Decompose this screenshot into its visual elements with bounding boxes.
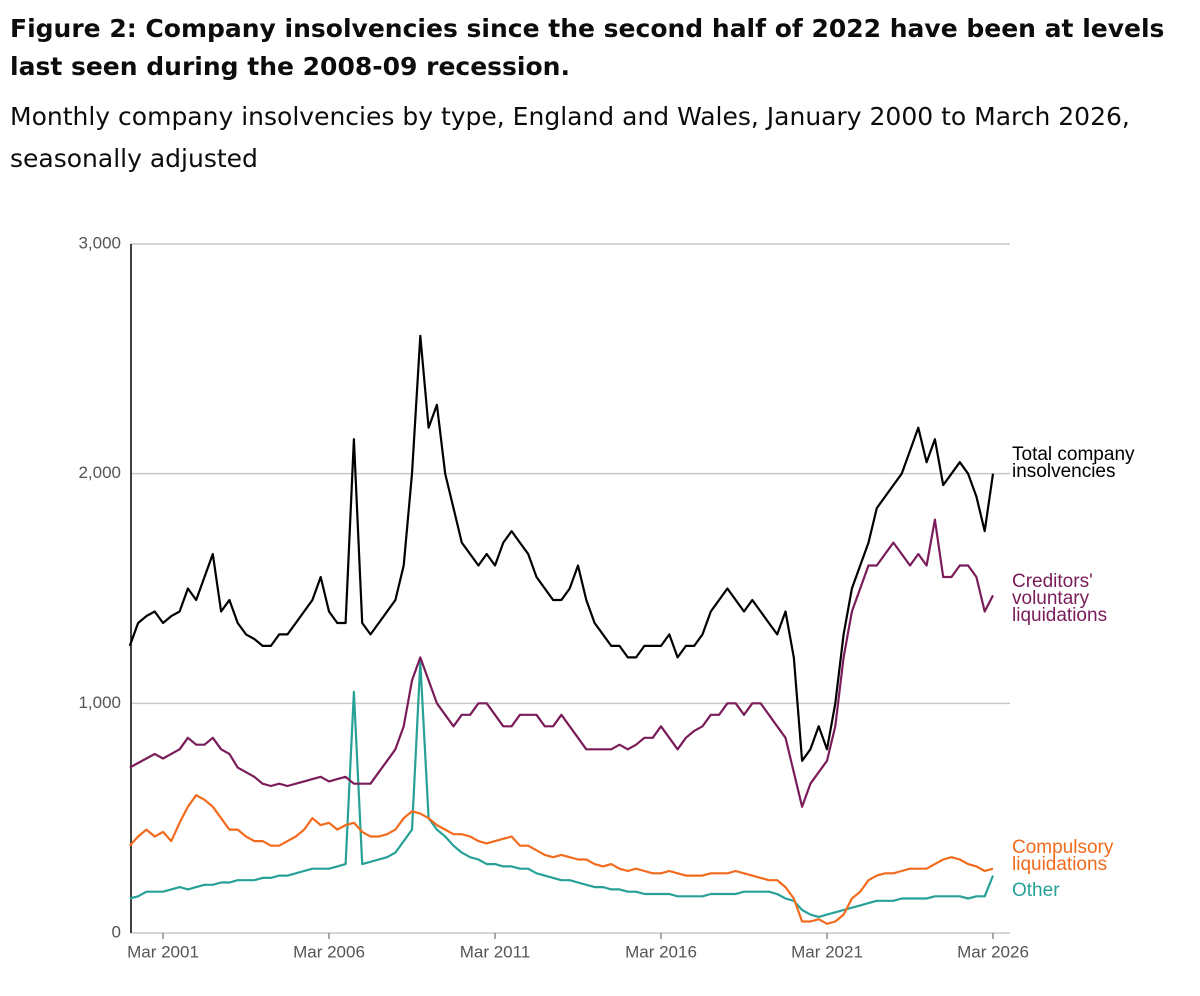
x-tick-label: Mar 2011 [460,942,531,961]
y-tick-label: 2,000 [78,463,121,482]
title: Figure 2: Company insolvencies since the… [10,14,1165,81]
x-tick-label: Mar 2026 [957,942,1029,961]
series-line [129,660,995,918]
y-tick-label: 0 [112,922,121,941]
series-label: Creditors' voluntary liquidations [1012,571,1108,627]
series-label: Other [1012,879,1060,901]
series-line [128,794,994,925]
series-label: Total company insolvencies [1012,443,1135,482]
y-tick-label: 1,000 [78,693,121,712]
y-tick-label: 3,000 [78,233,121,252]
subtitle: Monthly company insolvencies by type, En… [10,102,1130,173]
x-tick-label: Mar 2016 [625,942,697,961]
x-tick-label: Mar 2006 [293,942,365,961]
series-line [128,334,995,762]
x-tick-label: Mar 2001 [127,942,199,961]
x-tick-label: Mar 2021 [791,942,863,961]
series-line [129,518,994,808]
series-label: Compulsory liquidations [1012,836,1114,875]
